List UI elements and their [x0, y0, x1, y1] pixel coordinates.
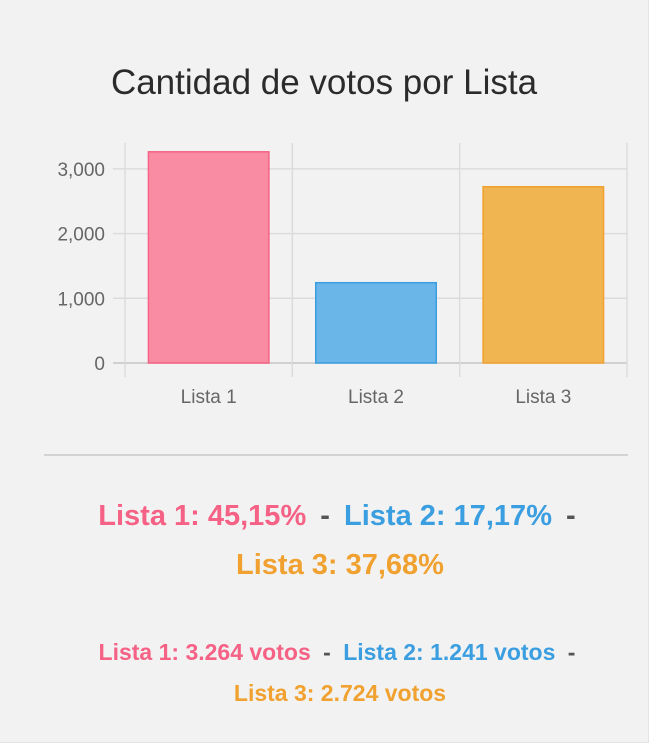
percentage-lista-2: Lista 2: 17,17% — [344, 500, 552, 532]
y-tick-label: 3,000 — [57, 160, 105, 181]
bar-lista-1 — [147, 151, 270, 364]
bar-lista-2 — [315, 281, 437, 364]
votes-lista-1: Lista 1: 3.264 votos — [98, 639, 311, 665]
x-tick-label: Lista 3 — [515, 387, 571, 408]
y-tick-label: 2,000 — [57, 225, 105, 246]
y-tick-label: 1,000 — [57, 289, 105, 310]
separator: - — [320, 500, 330, 532]
chart-card: Cantidad de votos por Lista 0 1,000 2,000 3… — [0, 0, 649, 743]
votes-lista-3: Lista 3: 2.724 votos — [233, 680, 447, 706]
chart-title: Cantidad de votos por Lista — [110, 63, 538, 102]
y-tick-label: 0 — [94, 354, 105, 375]
percentage-lista-1: Lista 1: 45,15% — [98, 500, 307, 532]
bar-lista-3 — [482, 185, 605, 364]
divider — [44, 454, 628, 456]
percentage-lista-3: Lista 3: 37,68% — [236, 549, 444, 581]
separator: - — [323, 639, 331, 665]
bar-chart: 0 1,000 2,000 3,000 Lista 1 Lista 2 Lista 3 — [57, 143, 628, 408]
x-tick-label: Lista 2 — [348, 387, 404, 408]
x-tick-label: Lista 1 — [181, 387, 237, 408]
votes-summary: Lista 1: 3.264 votos - Lista 2: 1.241 vo… — [70, 632, 610, 714]
percentage-summary: Lista 1: 45,15% - Lista 2: 17,17% - List… — [70, 492, 610, 590]
separator: - — [566, 500, 576, 532]
separator: - — [567, 639, 576, 665]
votes-lista-2: Lista 2: 1.241 votos — [343, 639, 556, 665]
